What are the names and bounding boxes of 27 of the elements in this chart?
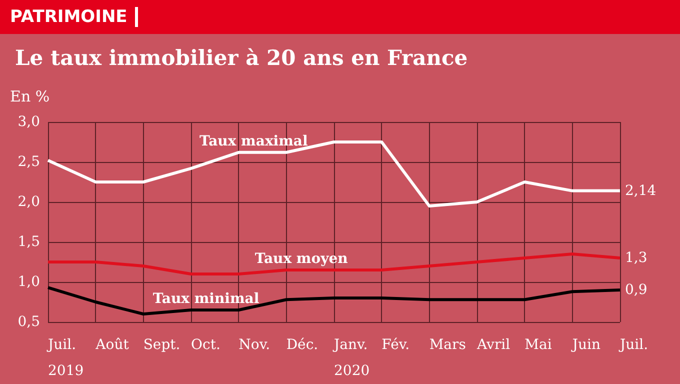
chart-title: Le taux immobilier à 20 ans en France — [15, 45, 468, 70]
x-tick-label: Oct. — [191, 337, 220, 353]
y-tick-label: 0,5 — [18, 314, 40, 330]
x-tick-label: Nov. — [238, 337, 270, 353]
y-tick-label: 3,0 — [18, 114, 40, 130]
x-tick-label: Août — [94, 337, 130, 353]
x-tick-label: Avril — [476, 337, 511, 353]
line-series — [46, 286, 622, 316]
data-label: 1,3 — [625, 250, 648, 266]
text: PATRIMOINE — [10, 7, 138, 27]
x-tick-label: Juin — [570, 337, 600, 353]
x-tick-label: Déc. — [286, 337, 318, 353]
data-label: 0,9 — [625, 282, 648, 298]
y-tick-label: 2,0 — [18, 194, 40, 210]
x-tick-label: Fév. — [382, 337, 410, 353]
y-axis-title: En % — [10, 88, 50, 106]
x-tick-label: Sept. — [143, 337, 180, 353]
y-tick-label: 2,5 — [18, 154, 40, 170]
x-tick-label: Mars — [429, 337, 466, 353]
x-tick-label: Janv. 2020 — [332, 337, 370, 379]
x-tick-label: Juil. 2019 — [46, 337, 84, 379]
data-label: 2,14 — [625, 182, 656, 199]
x-tick-label: Juil. — [618, 337, 648, 353]
y-tick-label: 1,0 — [18, 274, 40, 290]
x-tick-label: Mai — [524, 337, 552, 353]
y-tick-label: 1,5 — [18, 234, 40, 250]
line-series — [46, 252, 622, 276]
